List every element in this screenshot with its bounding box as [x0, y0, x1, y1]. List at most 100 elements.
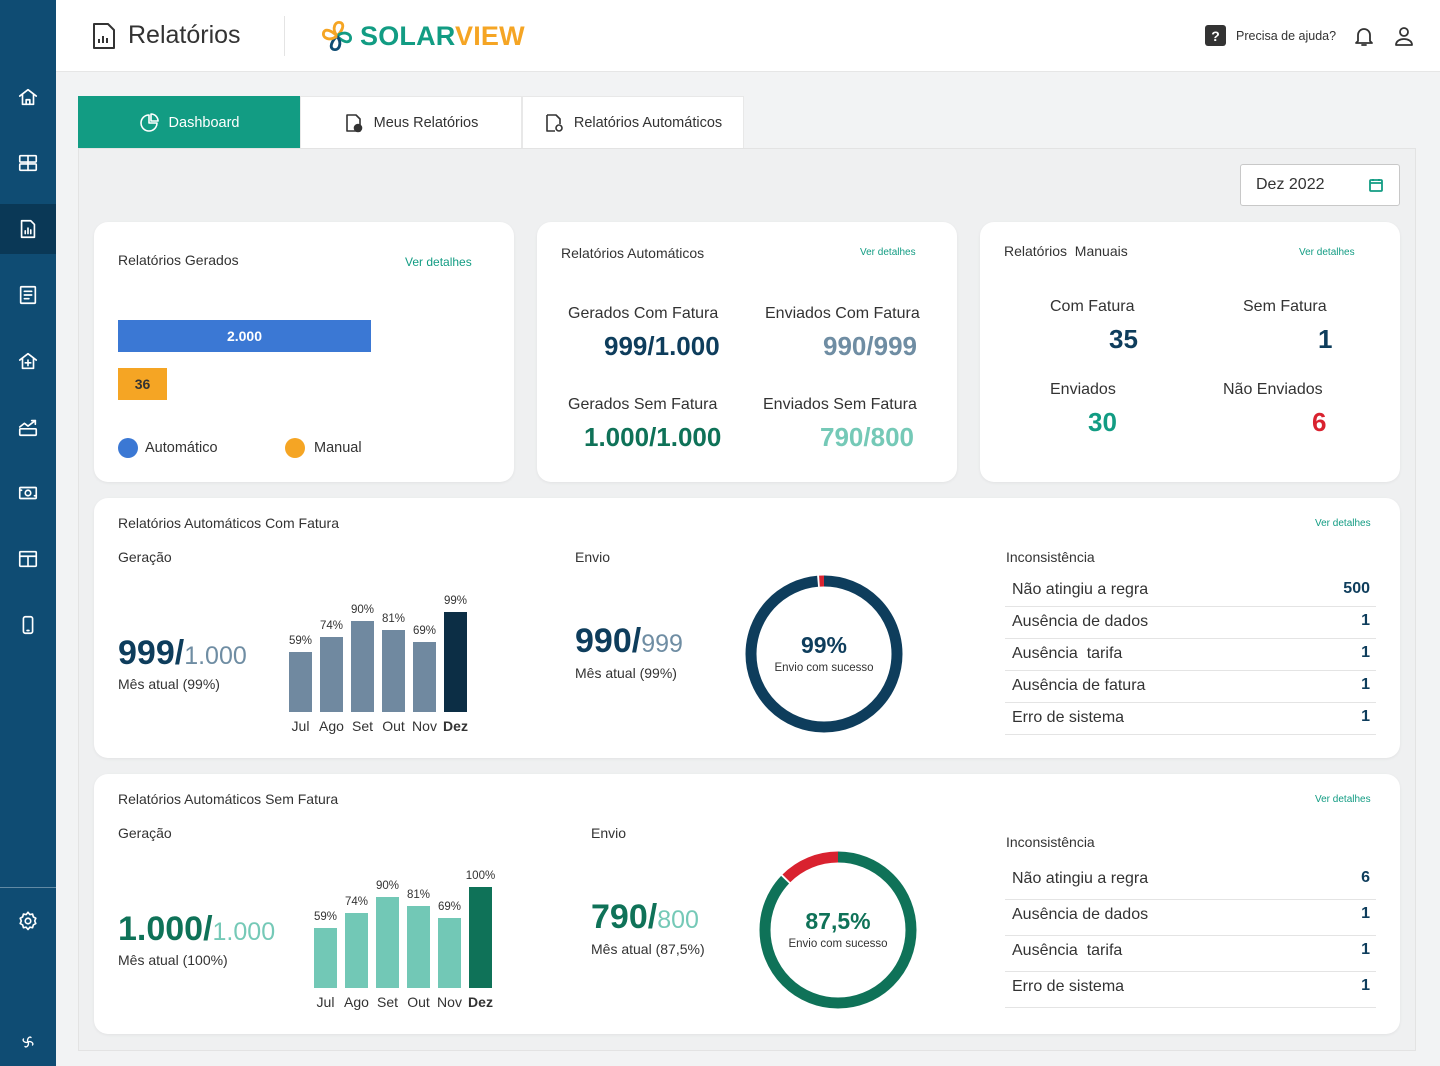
- layout-icon: [18, 550, 38, 568]
- sidebar-item-devices[interactable]: [0, 138, 56, 188]
- inconsistencia-value: 1: [1361, 612, 1370, 629]
- envio-total: 790/800: [591, 898, 699, 937]
- inconsistencia-label: Erro de sistema: [1012, 709, 1125, 726]
- chart-tick-label: Set: [376, 994, 398, 1010]
- inconsistencia-label: Ausência de dados: [1012, 906, 1149, 923]
- sidebar-item-finance[interactable]: [0, 468, 56, 518]
- chart-data-label: 81%: [381, 613, 406, 625]
- inconsistencia-row: Ausência de dados 1: [1005, 607, 1376, 639]
- donut-segment-main: [745, 575, 903, 733]
- card-relatorios-manuais: Relatórios Manuais Ver detalhes Com Fatu…: [980, 222, 1400, 482]
- chart-data-label: 100%: [465, 870, 496, 882]
- chart-bar: [407, 906, 430, 988]
- chart-bar: [289, 652, 312, 712]
- stat-value: 990/999: [823, 331, 917, 361]
- donut-segment-rest: [759, 851, 917, 1009]
- chart-bar: [345, 913, 368, 988]
- inconsistencia-row: Não atingiu a regra 500: [1005, 575, 1376, 607]
- sidebar-item-home[interactable]: [0, 72, 56, 122]
- donut-caption: Envio com sucesso: [788, 938, 888, 950]
- help-icon[interactable]: ?: [1205, 25, 1226, 46]
- chart-tick-label: Ago: [344, 994, 369, 1010]
- chart-bar: [320, 637, 343, 712]
- envio-max: 999: [641, 630, 683, 658]
- notifications-bell-icon[interactable]: [1352, 24, 1376, 53]
- sidebar-item-layout[interactable]: [0, 534, 56, 584]
- page-title: Relatórios: [128, 21, 241, 49]
- envio-sub: Mês atual (99%): [575, 665, 677, 681]
- sidebar-item-growth[interactable]: [0, 402, 56, 452]
- ver-detalhes-link[interactable]: Ver detalhes: [1315, 518, 1371, 529]
- ver-detalhes-link[interactable]: Ver detalhes: [1315, 794, 1371, 805]
- chart-data-label: 90%: [375, 880, 400, 892]
- sidebar-item-reports[interactable]: [0, 204, 56, 254]
- geracao-sub: Mês atual (100%): [118, 952, 228, 968]
- card-automaticos-sem-fatura: Relatórios Automáticos Sem Fatura Ver de…: [94, 774, 1400, 1034]
- ver-detalhes-link[interactable]: Ver detalhes: [1299, 247, 1355, 258]
- geracao-max: 1.000: [184, 642, 247, 670]
- user-profile-icon[interactable]: [1392, 24, 1416, 53]
- tab-dashboard-label: Dashboard: [168, 114, 240, 131]
- solarview-logo-icon: [322, 21, 352, 51]
- tab-meus-relatorios[interactable]: Meus Relatórios: [300, 96, 522, 148]
- inconsistencia-label: Não atingiu a regra: [1012, 870, 1149, 887]
- geracao-label: Geração: [118, 825, 172, 841]
- sidebar-item-plants[interactable]: [0, 336, 56, 386]
- geracao-value: 999/: [118, 634, 185, 672]
- inconsistencia-row: Ausência tarifa 1: [1005, 936, 1376, 972]
- ver-detalhes-link[interactable]: Ver detalhes: [405, 255, 472, 269]
- inconsistencia-value: 1: [1361, 977, 1370, 994]
- bar-automatico: 2.000: [118, 320, 371, 352]
- calendar-icon: [1369, 178, 1383, 192]
- legend-manual: Manual: [314, 440, 362, 456]
- inconsistencia-value: 1: [1361, 941, 1370, 958]
- solarview-mini-icon: [22, 1036, 34, 1048]
- chart-bar: [413, 642, 436, 712]
- chart-tick-label: Dez: [468, 994, 493, 1010]
- card-relatorios-automaticos: Relatórios Automáticos Ver detalhes Gera…: [537, 222, 957, 482]
- money-icon: [18, 486, 38, 500]
- inconsistencia-row: Ausência de fatura 1: [1005, 671, 1376, 703]
- chart-data-label: 59%: [288, 635, 313, 647]
- geracao-max: 1.000: [212, 918, 276, 946]
- invoice-icon: [19, 285, 37, 305]
- chart-data-label: 59%: [313, 911, 338, 923]
- card-title: Relatórios Automáticos: [561, 245, 705, 261]
- chart-tick-label: Set: [351, 718, 373, 734]
- tab-dashboard[interactable]: Dashboard: [78, 96, 300, 148]
- logo-text-view: VIEW: [455, 20, 525, 51]
- sidebar-item-settings[interactable]: [0, 896, 56, 946]
- pie-chart-icon: [139, 112, 159, 132]
- inconsistencia-label: Ausência tarifa: [1012, 645, 1123, 662]
- help-link[interactable]: Precisa de ajuda?: [1236, 29, 1337, 43]
- chart-data-label: 69%: [437, 901, 462, 913]
- month-picker[interactable]: Dez 2022: [1240, 164, 1400, 206]
- sidebar-item-invoices[interactable]: [0, 270, 56, 320]
- stat-label: Com Fatura: [1050, 298, 1135, 315]
- solarview-logo[interactable]: SOLARVIEW: [318, 16, 525, 56]
- chart-tick-label: Jul: [316, 994, 335, 1010]
- envio-total: 990/999: [575, 622, 683, 661]
- stat-label: Enviados: [1050, 381, 1116, 398]
- inconsistencia-value: 6: [1361, 869, 1370, 886]
- stat-value: 1: [1318, 324, 1333, 354]
- ver-detalhes-link[interactable]: Ver detalhes: [860, 247, 916, 258]
- envio-label: Envio: [591, 825, 627, 841]
- inconsistencia-label: Inconsistência: [1006, 834, 1095, 850]
- logo-text-solar: SOLAR: [360, 20, 456, 51]
- chart-tick-label: Nov: [412, 718, 437, 734]
- chart-data-label: 74%: [344, 896, 369, 908]
- chart-data-label: 99%: [443, 595, 468, 607]
- inconsistencia-value: 1: [1361, 905, 1370, 922]
- chart-bar: [444, 612, 467, 712]
- legend-dot-automatico: [118, 438, 138, 458]
- chart-data-label: 81%: [406, 889, 431, 901]
- tab-relatorios-automaticos[interactable]: Relatórios Automáticos: [522, 96, 744, 148]
- sidebar-item-mobile[interactable]: [0, 600, 56, 650]
- stat-label: Enviados Com Fatura: [765, 305, 920, 322]
- chart-bar: [314, 928, 337, 988]
- geracao-total: 1.000/1.000: [118, 910, 275, 949]
- tab-meus-relatorios-label: Meus Relatórios: [373, 114, 479, 131]
- inconsistencia-label: Ausência de dados: [1012, 613, 1149, 630]
- geracao-label: Geração: [118, 549, 172, 565]
